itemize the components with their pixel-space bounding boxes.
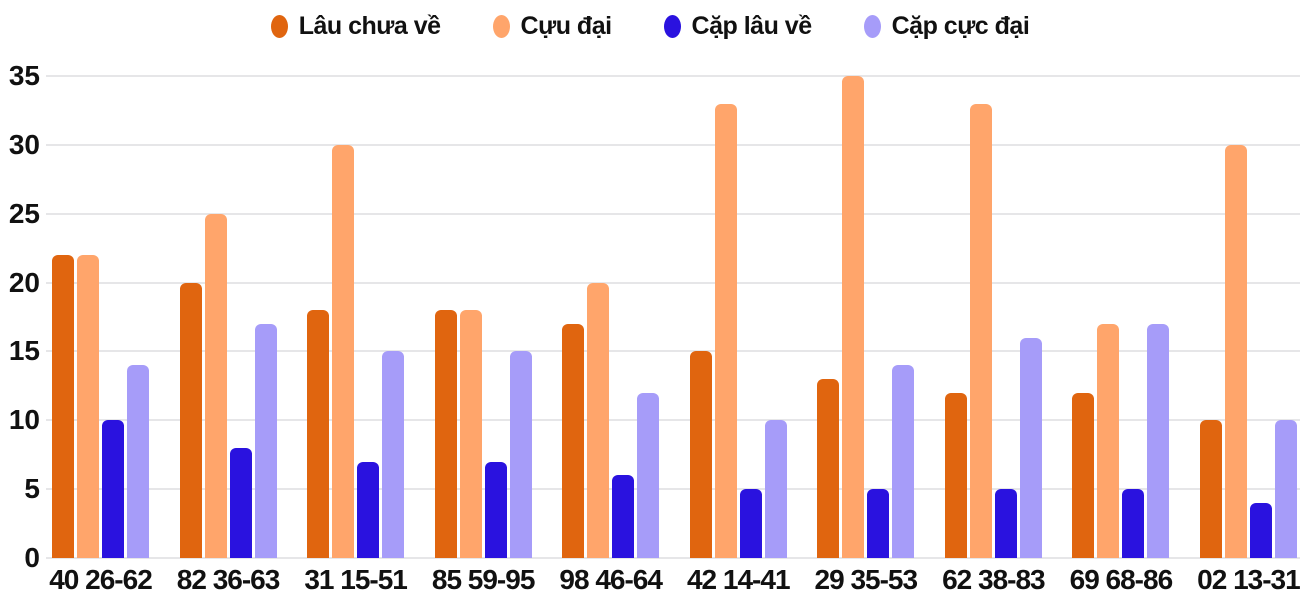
y-axis-tick-30: 30 <box>8 128 40 160</box>
bar-s2-g4[interactable] <box>612 475 635 558</box>
bar-s1-g9[interactable] <box>1224 145 1247 558</box>
legend-marker-icon <box>492 14 510 38</box>
bar-s1-g3[interactable] <box>459 310 482 558</box>
bar-group-2 <box>307 76 405 558</box>
bar-group-1 <box>179 76 277 558</box>
y-axis-tick-25: 25 <box>8 197 40 229</box>
x-axis-label-4: 98 46-64 <box>559 564 663 595</box>
bar-s0-g1[interactable] <box>179 283 202 558</box>
legend-label: Lâu chưa về <box>298 11 441 40</box>
bar-s0-g2[interactable] <box>307 310 330 558</box>
x-axis-label-3: 85 59-95 <box>431 564 536 595</box>
bar-s3-g8[interactable] <box>1147 324 1170 558</box>
bar-s0-g0[interactable] <box>52 255 74 558</box>
bar-s2-g9[interactable] <box>1249 503 1272 558</box>
bar-s2-g5[interactable] <box>739 489 762 558</box>
y-axis-tick-5: 5 <box>24 473 40 505</box>
bar-s3-g9[interactable] <box>1274 420 1297 558</box>
y-axis-tick-0: 0 <box>24 542 40 573</box>
bar-s1-g6[interactable] <box>842 76 865 558</box>
legend-item-0[interactable]: Lâu chưa về <box>270 11 441 41</box>
legend-marker-icon <box>663 14 681 38</box>
bar-s0-g3[interactable] <box>434 310 457 558</box>
legend-item-2[interactable]: Cặp lâu về <box>663 11 813 41</box>
gridline-15 <box>46 350 1300 353</box>
bar-s0-g5[interactable] <box>689 351 712 558</box>
bar-group-5 <box>689 76 787 558</box>
gridline-35 <box>46 75 1300 77</box>
legend-marker-icon <box>270 14 288 38</box>
bar-s0-g7[interactable] <box>944 393 967 558</box>
bar-group-7 <box>944 76 1042 558</box>
bar-s1-g5[interactable] <box>714 104 737 558</box>
bar-s3-g4[interactable] <box>637 393 660 558</box>
x-axis-label-1: 82 36-63 <box>176 564 281 595</box>
bar-s1-g2[interactable] <box>332 145 355 558</box>
bar-s1-g0[interactable] <box>77 255 99 558</box>
y-axis-tick-20: 20 <box>8 266 40 298</box>
x-axis-label-5: 42 14-41 <box>686 564 791 595</box>
gridline-30 <box>46 143 1300 146</box>
bar-s3-g7[interactable] <box>1019 338 1042 558</box>
bar-s2-g6[interactable] <box>867 489 890 558</box>
bar-s3-g3[interactable] <box>509 351 532 558</box>
bar-s0-g4[interactable] <box>562 324 585 558</box>
y-axis-tick-35: 35 <box>8 60 40 91</box>
bar-group-3 <box>434 76 532 558</box>
y-axis-tick-10: 10 <box>8 404 40 436</box>
gridline-20 <box>46 281 1300 284</box>
bar-s2-g1[interactable] <box>229 448 252 558</box>
x-axis-label-7: 62 38-83 <box>942 564 1046 595</box>
legend-label: Cựu đại <box>520 11 613 40</box>
x-axis-label-9: 02 13-31 <box>1197 564 1300 595</box>
x-axis-label-0: 40 26-62 <box>49 564 153 595</box>
bar-s3-g0[interactable] <box>127 365 149 558</box>
bar-group-8 <box>1072 76 1170 558</box>
bar-s2-g2[interactable] <box>357 462 380 558</box>
bar-group-9 <box>1199 76 1297 558</box>
bar-s2-g0[interactable] <box>102 420 124 558</box>
bar-group-4 <box>562 76 660 558</box>
x-axis-label-8: 69 68-86 <box>1069 564 1174 595</box>
gridline-0 <box>46 557 1300 559</box>
bar-s2-g8[interactable] <box>1122 489 1145 558</box>
legend-label: Cặp cực đại <box>891 11 1030 40</box>
bar-s1-g1[interactable] <box>204 214 227 558</box>
bar-s2-g3[interactable] <box>484 462 507 558</box>
bar-s2-g7[interactable] <box>994 489 1017 558</box>
x-axis-label-2: 31 15-51 <box>304 564 408 595</box>
bar-group-6 <box>817 76 915 558</box>
legend-item-1[interactable]: Cựu đại <box>492 11 613 41</box>
gridline-25 <box>46 212 1300 215</box>
bar-s0-g8[interactable] <box>1072 393 1095 558</box>
y-axis-tick-15: 15 <box>8 335 40 367</box>
bar-s1-g8[interactable] <box>1097 324 1120 558</box>
legend-item-3[interactable]: Cặp cực đại <box>863 11 1030 41</box>
bar-s3-g5[interactable] <box>764 420 787 558</box>
gridline-5 <box>46 488 1300 491</box>
bar-s3-g1[interactable] <box>254 324 277 558</box>
x-axis-label-6: 29 35-53 <box>814 564 919 595</box>
bar-s1-g4[interactable] <box>587 283 610 558</box>
bar-s0-g9[interactable] <box>1199 420 1222 558</box>
chart-legend: Lâu chưa về Cựu đại Cặp lâu về Cặp cực đại <box>0 6 1300 46</box>
bar-s3-g2[interactable] <box>382 351 405 558</box>
legend-label: Cặp lâu về <box>691 11 813 40</box>
bar-s0-g6[interactable] <box>817 379 840 558</box>
legend-marker-icon <box>863 14 881 38</box>
bar-group-0 <box>52 76 149 558</box>
bar-s3-g6[interactable] <box>892 365 915 558</box>
bar-s1-g7[interactable] <box>969 104 992 558</box>
gridline-10 <box>46 419 1300 422</box>
